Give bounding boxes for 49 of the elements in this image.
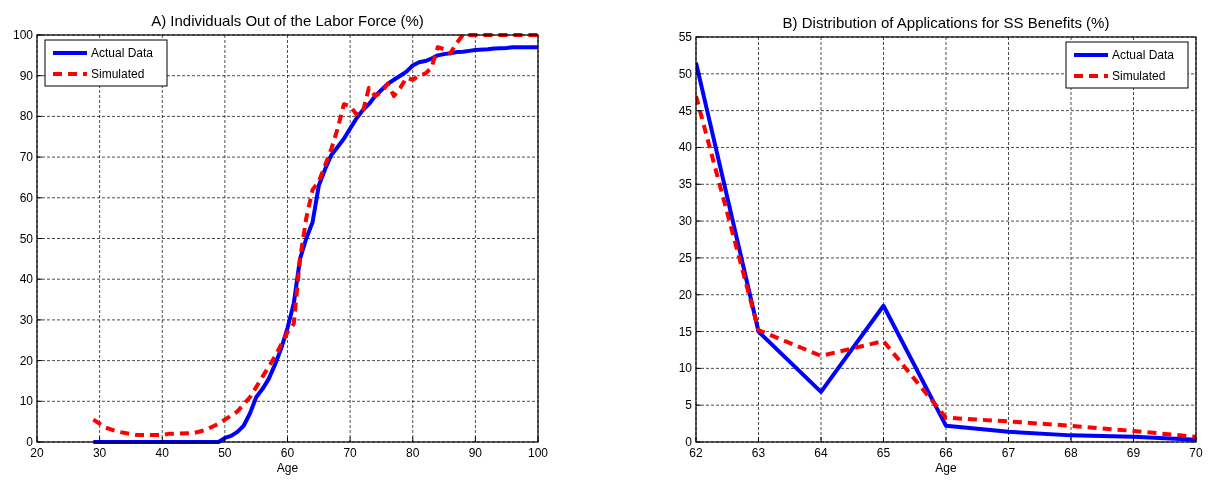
x-tick-label: 63 <box>751 446 766 460</box>
y-tick-label: 10 <box>678 361 693 376</box>
y-tick-label: 35 <box>678 177 693 192</box>
x-tick-label: 60 <box>280 446 295 460</box>
x-tick-label: 100 <box>527 446 549 460</box>
x-tick-label: 70 <box>343 446 358 460</box>
chart-title: B) Distribution of Applications for SS Benefits (%) <box>782 14 1110 31</box>
x-tick-label: 62 <box>689 446 703 460</box>
y-tick-label: 100 <box>12 28 34 42</box>
y-tick-label: 20 <box>19 353 34 368</box>
x-tick-label: 68 <box>1064 446 1078 460</box>
legend-label: Actual Data <box>91 46 154 60</box>
y-tick-label: 50 <box>678 66 693 81</box>
legend-label: Simulated <box>1112 69 1166 83</box>
x-tick-label: 90 <box>468 446 483 460</box>
x-tick-label: 50 <box>218 446 232 460</box>
x-tick-label: 67 <box>1001 446 1016 460</box>
y-tick-label: 30 <box>678 214 693 229</box>
legend-label: Actual Data <box>1112 48 1175 62</box>
y-tick-label: 5 <box>685 398 693 413</box>
x-tick-label: 20 <box>30 446 44 460</box>
x-tick-label: 64 <box>814 446 828 460</box>
y-tick-label: 0 <box>26 435 34 449</box>
y-tick-label: 40 <box>19 272 34 287</box>
y-tick-label: 90 <box>19 68 34 83</box>
x-tick-label: 65 <box>876 446 891 460</box>
y-tick-label: 20 <box>678 287 693 302</box>
y-tick-label: 55 <box>678 30 693 44</box>
x-tick-label: 70 <box>1189 446 1203 460</box>
y-tick-label: 0 <box>685 435 693 449</box>
x-tick-label: 40 <box>155 446 170 460</box>
chart-title: A) Individuals Out of the Labor Force (%) <box>151 12 424 29</box>
x-axis-title: Age <box>276 461 299 475</box>
x-tick-label: 66 <box>939 446 953 460</box>
y-tick-label: 30 <box>19 312 34 327</box>
y-tick-label: 10 <box>19 394 34 409</box>
y-tick-label: 25 <box>678 250 693 265</box>
y-tick-label: 15 <box>678 324 693 339</box>
y-tick-label: 70 <box>19 150 34 165</box>
x-tick-label: 30 <box>92 446 107 460</box>
y-tick-label: 80 <box>19 109 34 124</box>
y-tick-label: 40 <box>678 140 693 155</box>
y-tick-label: 60 <box>19 190 34 205</box>
y-tick-label: 45 <box>678 103 693 118</box>
x-tick-label: 69 <box>1126 446 1141 460</box>
legend-label: Simulated <box>91 67 145 81</box>
x-axis-title: Age <box>935 461 957 475</box>
y-tick-label: 50 <box>19 231 34 246</box>
x-tick-label: 80 <box>406 446 420 460</box>
